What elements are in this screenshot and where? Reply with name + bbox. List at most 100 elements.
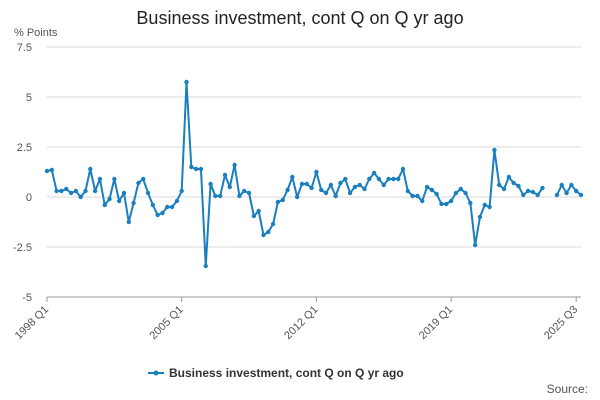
data-point[interactable] [424, 184, 430, 190]
legend[interactable]: Business investment, cont Q on Q yr ago [148, 366, 404, 380]
data-point[interactable] [497, 182, 502, 188]
data-point[interactable] [391, 176, 396, 182]
data-point[interactable] [88, 166, 93, 172]
data-point[interactable] [189, 164, 194, 170]
data-point[interactable] [472, 242, 478, 248]
data-point[interactable] [266, 229, 271, 235]
data-point[interactable] [121, 190, 127, 196]
data-point[interactable] [203, 263, 208, 269]
data-point[interactable] [150, 202, 156, 208]
data-point[interactable] [453, 190, 459, 196]
data-point[interactable] [309, 185, 314, 191]
data-point[interactable] [44, 168, 50, 174]
data-point[interactable] [347, 190, 353, 196]
data-point[interactable] [333, 193, 338, 199]
data-point[interactable] [525, 188, 531, 194]
data-point[interactable] [444, 201, 449, 207]
data-point[interactable] [564, 190, 569, 196]
data-point[interactable] [578, 192, 584, 198]
data-point[interactable] [357, 182, 362, 188]
data-point[interactable] [506, 174, 512, 180]
data-point[interactable] [97, 176, 103, 182]
data-point[interactable] [275, 199, 281, 205]
data-point[interactable] [73, 188, 79, 194]
data-point[interactable] [405, 188, 411, 194]
data-point[interactable] [314, 169, 319, 175]
data-point[interactable] [285, 187, 290, 193]
data-point[interactable] [145, 190, 151, 196]
data-point[interactable] [251, 213, 257, 219]
data-point[interactable] [208, 181, 213, 187]
data-point[interactable] [227, 184, 233, 190]
data-point[interactable] [107, 196, 112, 202]
data-point[interactable] [511, 180, 516, 186]
data-point[interactable] [155, 212, 160, 218]
data-point[interactable] [179, 188, 184, 194]
data-point[interactable] [174, 198, 180, 204]
data-point[interactable] [304, 181, 309, 187]
data-point[interactable] [501, 186, 507, 192]
data-point[interactable] [439, 201, 444, 207]
data-point[interactable] [429, 187, 435, 193]
data-point[interactable] [131, 200, 136, 206]
data-point[interactable] [270, 221, 276, 227]
data-point[interactable] [554, 192, 560, 198]
data-point[interactable] [83, 188, 88, 194]
data-point[interactable] [59, 188, 64, 194]
data-point[interactable] [232, 162, 237, 168]
data-point[interactable] [319, 187, 324, 193]
data-point[interactable] [256, 208, 261, 214]
data-point[interactable] [49, 167, 55, 173]
data-point[interactable] [54, 188, 59, 194]
data-point[interactable] [64, 186, 69, 192]
data-point[interactable] [246, 190, 252, 196]
data-point[interactable] [116, 198, 122, 204]
data-point[interactable] [136, 180, 141, 186]
data-point[interactable] [415, 193, 420, 199]
data-point[interactable] [323, 190, 329, 196]
data-point[interactable] [482, 202, 487, 208]
data-point[interactable] [395, 176, 401, 182]
data-point[interactable] [516, 183, 521, 189]
data-point[interactable] [477, 214, 483, 220]
data-point[interactable] [362, 186, 367, 192]
data-point[interactable] [559, 182, 564, 188]
data-point[interactable] [463, 190, 468, 196]
data-point[interactable] [448, 198, 454, 204]
data-point[interactable] [102, 202, 107, 208]
data-point[interactable] [68, 190, 74, 196]
data-point[interactable] [184, 79, 189, 85]
data-point[interactable] [222, 172, 228, 178]
data-point[interactable] [328, 182, 334, 188]
data-point[interactable] [573, 188, 579, 194]
data-point[interactable] [193, 166, 199, 172]
data-point[interactable] [299, 181, 305, 187]
data-point[interactable] [352, 184, 358, 190]
data-point[interactable] [160, 210, 165, 216]
data-point[interactable] [492, 147, 497, 153]
data-point[interactable] [376, 176, 382, 182]
data-point[interactable] [386, 176, 391, 182]
data-point[interactable] [92, 188, 98, 194]
data-point[interactable] [434, 191, 439, 197]
data-point[interactable] [468, 200, 473, 206]
data-point[interactable] [290, 174, 295, 180]
data-point[interactable] [78, 194, 83, 200]
data-point[interactable] [141, 176, 146, 182]
data-point[interactable] [213, 193, 218, 199]
data-point[interactable] [381, 182, 386, 188]
data-point[interactable] [487, 204, 492, 210]
data-point[interactable] [165, 204, 170, 210]
data-point[interactable] [420, 198, 425, 204]
data-point[interactable] [371, 170, 377, 176]
data-point[interactable] [217, 193, 223, 199]
data-point[interactable] [198, 166, 204, 172]
data-point[interactable] [343, 176, 348, 182]
data-point[interactable] [540, 185, 545, 191]
data-point[interactable] [237, 193, 242, 199]
data-point[interactable] [261, 232, 266, 238]
data-point[interactable] [458, 186, 463, 192]
data-point[interactable] [535, 192, 540, 198]
data-point[interactable] [242, 188, 247, 194]
data-point[interactable] [112, 176, 117, 182]
